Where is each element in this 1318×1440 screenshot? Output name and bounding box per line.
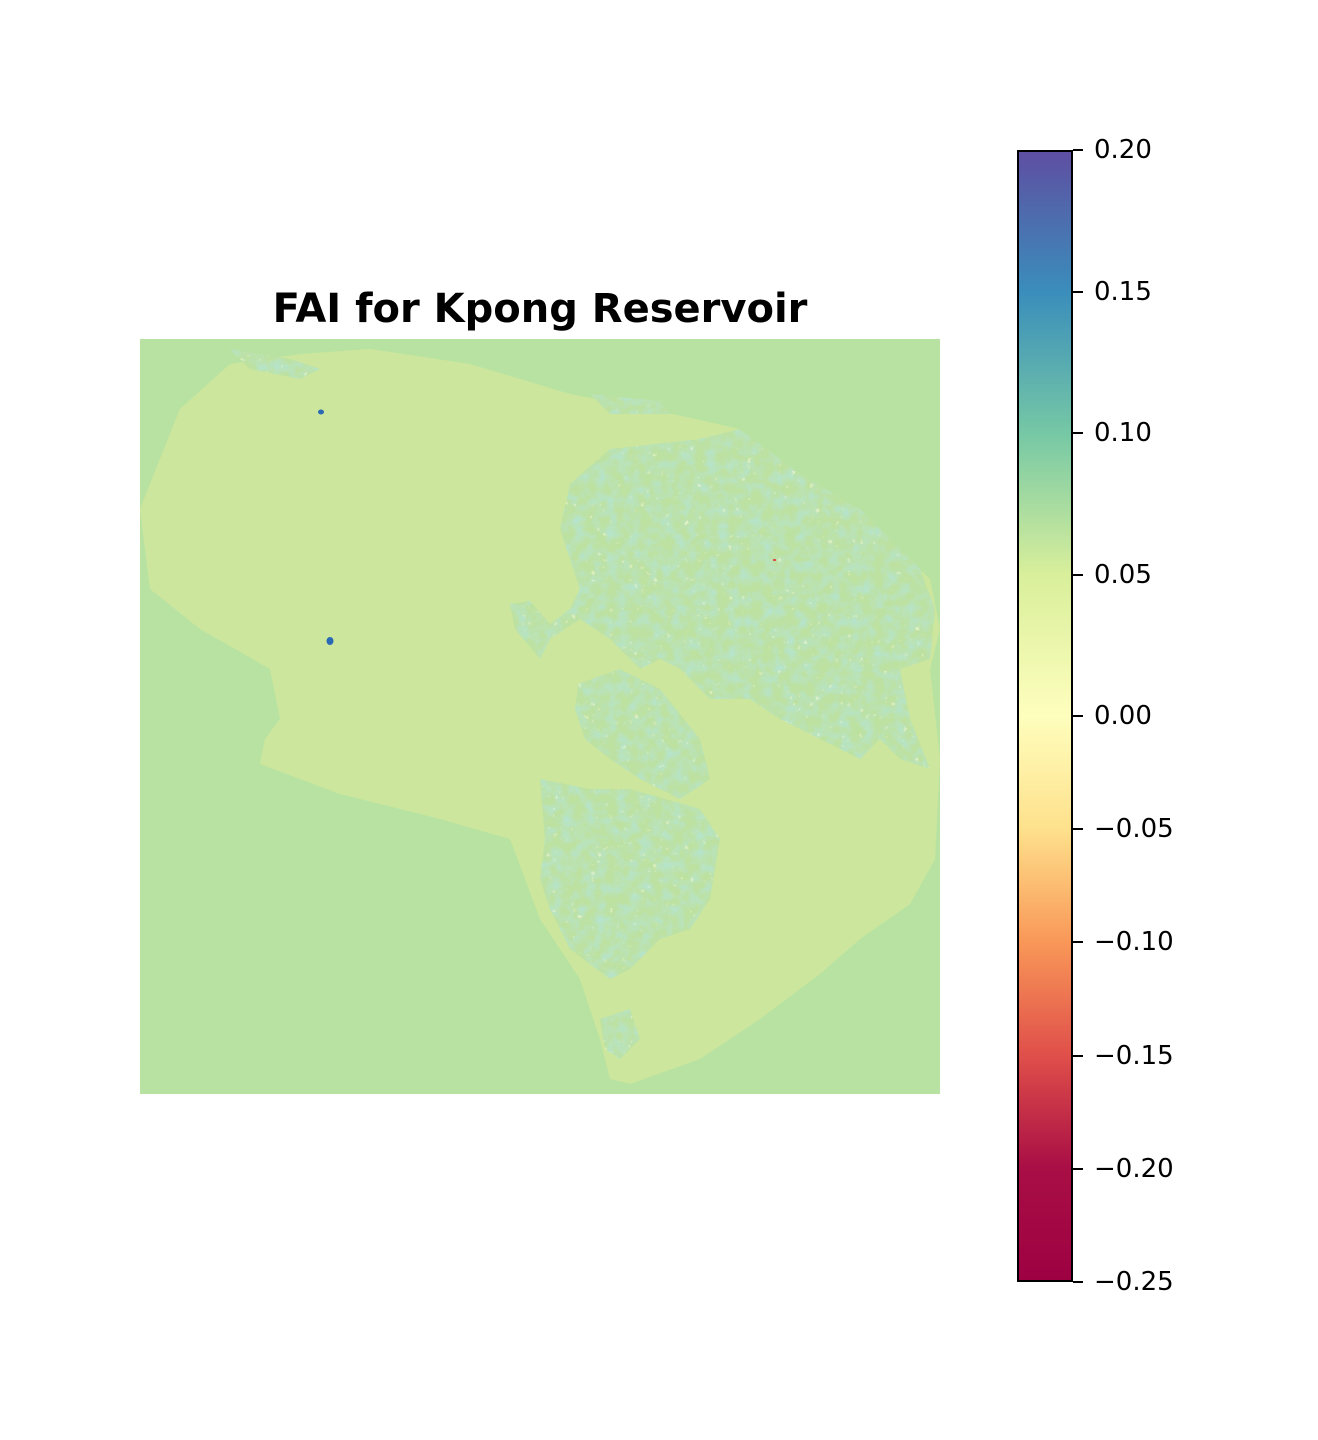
colorbar-ticks: 0.20 0.15 0.10 0.05 0.00 −0.05 −0.10 −0.15 −0.20… — [1073, 135, 1273, 1297]
colorbar-tick-mark — [1073, 715, 1083, 717]
colorbar-tick-label: −0.15 — [1094, 1040, 1174, 1071]
colorbar-tick-mark — [1073, 1054, 1083, 1057]
high-value-point — [326, 637, 334, 645]
colorbar-tick-mark — [1073, 432, 1083, 434]
colorbar — [1017, 150, 1073, 1282]
low-value-point — [773, 559, 776, 561]
colorbar-tick-label: 0.10 — [1094, 418, 1152, 448]
colorbar-tick-mark — [1073, 290, 1083, 293]
colorbar-tick-mark — [1073, 1167, 1083, 1170]
colorbar-tick-label: 0.00 — [1094, 701, 1152, 731]
fai-heatmap — [140, 339, 940, 1094]
colorbar-tick-mark — [1073, 941, 1083, 944]
colorbar-tick-mark — [1073, 149, 1083, 151]
colorbar-tick-mark — [1073, 828, 1083, 831]
colorbar-tick-label: 0.20 — [1094, 135, 1152, 165]
colorbar-tick-mark — [1073, 1281, 1083, 1283]
colorbar-tick-label: −0.10 — [1094, 927, 1174, 958]
colorbar-tick-label: 0.15 — [1094, 276, 1152, 307]
colorbar-tick-mark — [1073, 573, 1083, 576]
high-value-point — [318, 409, 324, 415]
colorbar-tick-label: −0.20 — [1094, 1153, 1174, 1184]
colorbar-tick-label: 0.05 — [1094, 559, 1152, 590]
colorbar-tick-label: −0.05 — [1094, 814, 1174, 845]
colorbar-tick-label: −0.25 — [1094, 1267, 1174, 1297]
chart-title: FAI for Kpong Reservoir — [272, 286, 808, 332]
